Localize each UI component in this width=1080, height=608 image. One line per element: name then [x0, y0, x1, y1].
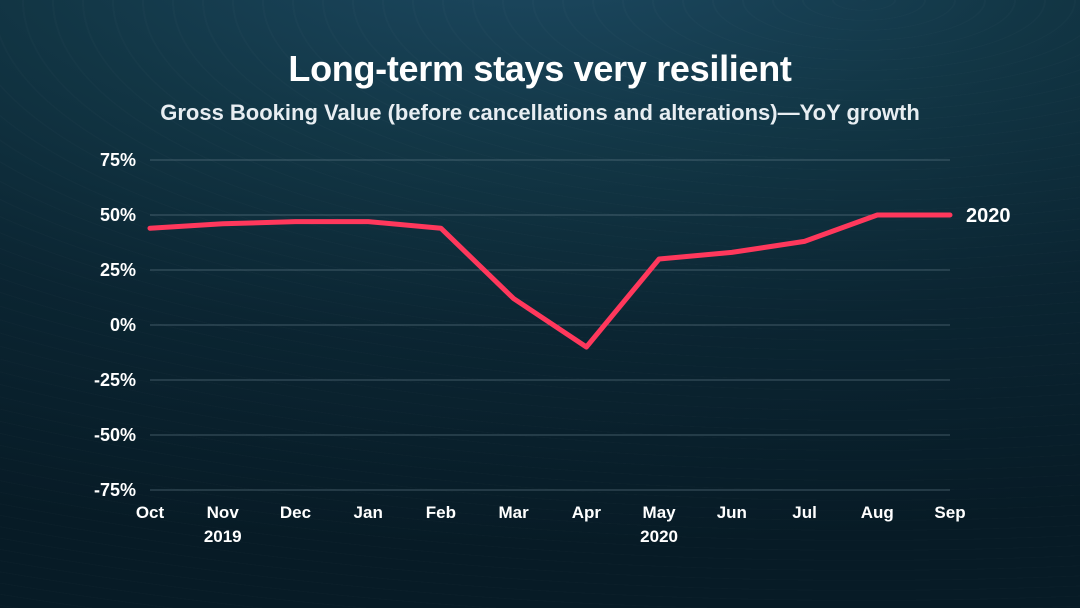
x-year-label: 2020 [640, 527, 678, 546]
slide: Long-term stays very resilient Gross Boo… [0, 0, 1080, 608]
x-tick-label: Mar [499, 503, 530, 522]
y-tick-label: 0% [110, 315, 136, 335]
y-axis-labels: 75% 50% 25% 0% -25% -50% -75% [94, 150, 136, 500]
x-tick-label: Sep [934, 503, 965, 522]
x-tick-label: Apr [572, 503, 602, 522]
y-tick-label: 50% [100, 205, 136, 225]
x-year-label: 2019 [204, 527, 242, 546]
title-block: Long-term stays very resilient Gross Boo… [0, 48, 1080, 126]
series-end-label: 2020 [966, 205, 1011, 227]
x-tick-label: Dec [280, 503, 311, 522]
y-tick-label: 75% [100, 150, 136, 170]
x-tick-label: Jan [354, 503, 383, 522]
chart-container: 75% 50% 25% 0% -25% -50% -75% Oct Nov 2019 Dec Jan… [60, 150, 1020, 570]
x-tick-label: Jun [717, 503, 747, 522]
slide-title: Long-term stays very resilient [0, 48, 1080, 90]
y-tick-label: 25% [100, 260, 136, 280]
line-chart: 75% 50% 25% 0% -25% -50% -75% Oct Nov 2019 Dec Jan… [60, 150, 1020, 570]
y-tick-label: -50% [94, 425, 136, 445]
x-tick-label: Feb [426, 503, 456, 522]
slide-subtitle: Gross Booking Value (before cancellation… [0, 100, 1080, 126]
x-tick-label: Oct [136, 503, 165, 522]
x-axis-labels: Oct Nov 2019 Dec Jan Feb Mar Apr May 2020 Jun Jul Au… [136, 503, 966, 546]
x-tick-label: Nov [207, 503, 240, 522]
x-tick-label: Jul [792, 503, 817, 522]
x-tick-label: Aug [861, 503, 894, 522]
series-line-2020 [150, 215, 950, 347]
y-tick-label: -75% [94, 480, 136, 500]
y-tick-label: -25% [94, 370, 136, 390]
x-tick-label: May [643, 503, 677, 522]
